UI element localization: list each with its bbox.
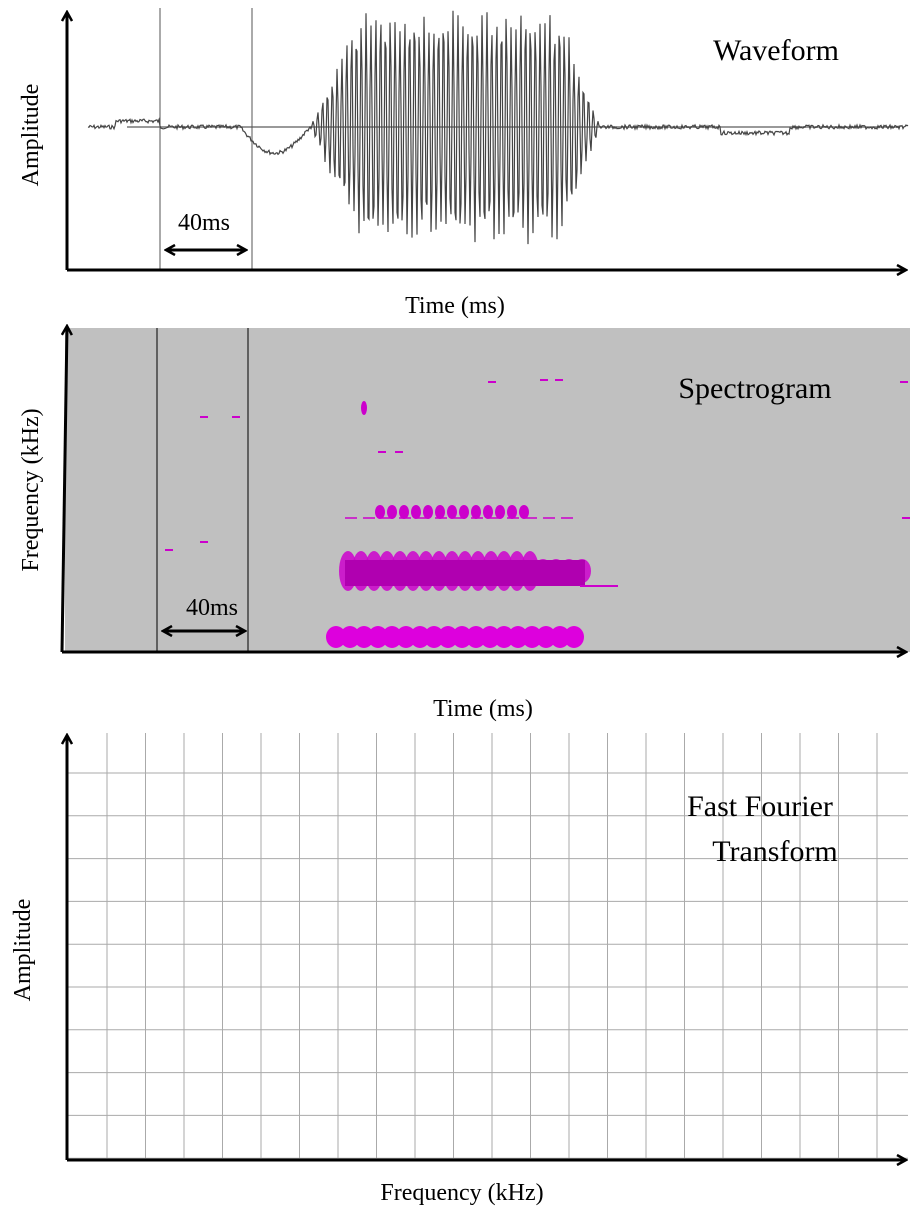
energy-blob [494, 626, 514, 648]
energy-blob [495, 505, 505, 519]
energy-blob [452, 626, 472, 648]
panel-title: Waveform [713, 34, 839, 67]
panel-title: Transform [712, 835, 838, 868]
energy-blob [375, 505, 385, 519]
energy-blob [522, 626, 542, 648]
energy-blob [471, 505, 481, 519]
spectrogram-background [65, 328, 910, 652]
y-axis-label: Amplitude [10, 899, 36, 1002]
duration-label: 40ms [186, 595, 238, 621]
energy-blob [536, 626, 556, 648]
energy-bands [165, 379, 910, 648]
energy-blob [507, 505, 517, 519]
energy-band [345, 560, 585, 586]
x-axis-label: Frequency (kHz) [380, 1180, 543, 1206]
energy-blob [411, 505, 421, 519]
energy-blob [466, 626, 486, 648]
energy-blob [438, 626, 458, 648]
energy-blob [326, 626, 346, 648]
panel-title: Fast Fourier [687, 790, 833, 823]
energy-blob [423, 505, 433, 519]
energy-blob [483, 505, 493, 519]
energy-blob [480, 626, 500, 648]
energy-blob [340, 626, 360, 648]
energy-blob [508, 626, 528, 648]
energy-blob [435, 505, 445, 519]
energy-blob [361, 401, 367, 415]
x-axis-label: Time (ms) [405, 293, 505, 319]
spectrogram-panel: 40ms Spectrogram Frequency (kHz) Time (m… [18, 326, 910, 722]
energy-blob [519, 505, 529, 519]
energy-blob [354, 626, 374, 648]
grid [67, 733, 908, 1160]
energy-blob [447, 505, 457, 519]
y-axis [60, 326, 67, 653]
energy-blob [550, 626, 570, 648]
energy-blob [396, 626, 416, 648]
energy-blob [399, 505, 409, 519]
energy-blob [382, 626, 402, 648]
y-axis-label: Frequency (kHz) [18, 408, 44, 571]
energy-blob [410, 626, 430, 648]
x-axis-label: Time (ms) [433, 696, 533, 722]
energy-blob [564, 626, 584, 648]
energy-blob [368, 626, 388, 648]
energy-blob [387, 505, 397, 519]
panel-title: Spectrogram [678, 372, 831, 405]
duration-label: 40ms [178, 210, 230, 236]
energy-blob [459, 505, 469, 519]
waveform-panel: 40ms Waveform Amplitude Time (ms) [18, 8, 909, 319]
y-axis-label: Amplitude [18, 84, 44, 187]
waveform-trace [87, 10, 909, 245]
energy-blob [424, 626, 444, 648]
fft-panel: Fast Fourier Transform Amplitude Frequen… [10, 733, 908, 1206]
